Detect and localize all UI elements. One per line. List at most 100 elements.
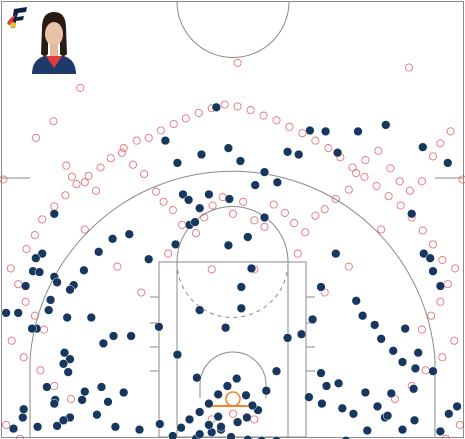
missed-shot-point: [438, 353, 447, 362]
made-shot-point: [222, 381, 233, 391]
missed-shot-point: [168, 206, 177, 215]
made-shot-point: [413, 348, 423, 358]
missed-shot-point: [384, 192, 393, 201]
made-shot-point: [321, 381, 332, 391]
made-shot-point: [337, 403, 347, 413]
made-shot-point: [144, 254, 154, 264]
missed-shot-point: [80, 225, 89, 234]
missed-shot-point: [91, 186, 101, 195]
missed-shot-point: [404, 63, 413, 72]
missed-shot-point: [38, 215, 47, 224]
made-shot-point: [362, 425, 372, 436]
made-shot-point: [27, 323, 37, 334]
made-shot-point: [31, 253, 41, 263]
lane-hash-marks: [150, 296, 315, 372]
made-shot-point: [44, 305, 54, 315]
made-shot-point: [134, 424, 145, 435]
missed-shot-point: [207, 265, 216, 274]
missed-shot-point: [208, 201, 217, 210]
made-shot-point: [407, 209, 417, 219]
made-shot-point: [341, 436, 351, 439]
missed-shot-point: [272, 116, 281, 125]
made-shot-point: [172, 158, 183, 168]
missed-shot-point: [352, 169, 361, 178]
made-shot-point: [52, 277, 62, 287]
missed-shot-point: [84, 171, 93, 180]
missed-shots: [0, 58, 465, 439]
missed-shot-point: [22, 244, 31, 254]
free-throw-circle-top: [176, 206, 289, 263]
made-shot-point: [261, 386, 271, 396]
missed-shot-point: [417, 325, 426, 334]
made-shot-point: [408, 384, 419, 394]
made-shot-point: [183, 195, 194, 205]
made-shot-point: [435, 426, 446, 437]
made-shot-point: [224, 194, 234, 204]
made-shot-point: [42, 382, 52, 392]
made-shot-point: [211, 102, 221, 112]
missed-shot-point: [181, 114, 190, 123]
missed-shot-point: [446, 127, 455, 136]
missed-shot-point: [405, 186, 414, 195]
missed-shot-point: [428, 152, 438, 161]
made-shot-point: [220, 323, 231, 333]
made-shot-point: [351, 296, 361, 306]
made-shot-point: [13, 308, 23, 318]
missed-shot-point: [30, 231, 39, 240]
made-shot-point: [216, 422, 226, 432]
missed-shot-point: [331, 194, 340, 204]
made-shot-point: [204, 189, 214, 200]
made-shot-point: [190, 217, 200, 227]
made-shot-point: [304, 392, 314, 402]
made-shot-point: [32, 422, 43, 432]
made-shot-point: [124, 229, 134, 239]
made-shot-point: [307, 314, 318, 325]
missed-shot-point: [233, 102, 242, 111]
made-shot-point: [333, 378, 344, 388]
made-shot-point: [223, 143, 234, 153]
missed-shot-point: [311, 136, 320, 145]
made-shot-point: [435, 281, 446, 291]
missed-shot-point: [450, 336, 459, 345]
missed-shot-point: [418, 226, 427, 235]
made-shot-point: [400, 323, 410, 334]
missed-shot-point: [269, 200, 278, 209]
made-shot-point: [119, 387, 129, 398]
made-shot-point: [397, 357, 408, 367]
missed-shot-point: [220, 100, 229, 109]
made-shot-point: [79, 265, 89, 275]
made-shot-point: [52, 421, 62, 431]
made-shot-point: [452, 401, 462, 412]
made-shot-point: [320, 126, 331, 137]
made-shot-point: [65, 354, 75, 364]
missed-shot-point: [31, 133, 40, 142]
made-shot-point: [232, 373, 242, 384]
made-shot-point: [192, 373, 202, 383]
made-shot-point: [332, 148, 343, 158]
missed-shot-point: [21, 297, 30, 306]
missed-shot-point: [260, 222, 269, 231]
missed-shot-point: [311, 211, 320, 220]
missed-shot-point: [50, 202, 59, 211]
made-shot-point: [418, 142, 428, 152]
made-shot-point: [259, 212, 270, 223]
missed-shot-point: [451, 264, 460, 273]
missed-shot-point: [194, 108, 203, 117]
made-shot-point: [235, 156, 246, 166]
three-point-arc: [29, 170, 436, 437]
missed-shot-point: [301, 228, 310, 237]
missed-shot-point: [428, 240, 438, 249]
made-shots: [1, 102, 462, 439]
missed-shot-point: [427, 311, 436, 320]
made-shot-point: [331, 248, 341, 259]
missed-shot-point: [14, 280, 23, 289]
made-shot-point: [353, 126, 363, 137]
made-shot-point: [204, 398, 214, 409]
made-shot-point: [18, 412, 28, 423]
made-shot-point: [58, 415, 69, 425]
made-shot-point: [317, 398, 327, 409]
made-shot-point: [357, 311, 368, 321]
made-shot-point: [242, 412, 252, 423]
made-shot-point: [92, 410, 102, 420]
